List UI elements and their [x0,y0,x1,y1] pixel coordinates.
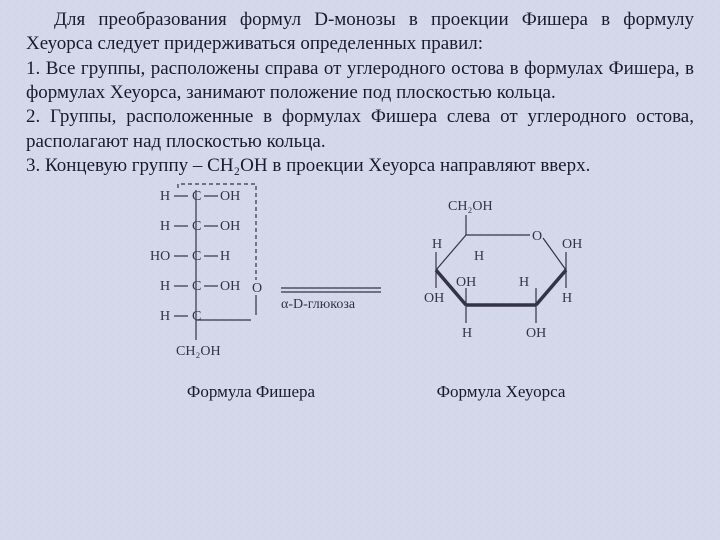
fischer-diagram: O H C OH H [116,180,386,402]
svg-text:H: H [160,219,170,234]
haworth-svg: O CH₂OH H OH H H [386,180,616,380]
svg-text:α-D-глюкоза: α-D-глюкоза [281,297,356,312]
svg-text:OH: OH [220,219,240,234]
fischer-svg: O H C OH H [116,180,386,380]
haworth-diagram: O CH₂OH H OH H H [386,180,616,402]
fischer-caption: Формула Фишера [116,382,386,402]
svg-text:OH: OH [220,279,240,294]
svg-text:OH: OH [456,275,476,290]
svg-text:C: C [192,249,201,264]
svg-text:O: O [252,281,262,296]
svg-text:C: C [192,219,201,234]
intro-paragraph: Для преобразования формул D-монозы в про… [26,8,694,57]
rule-1: 1. Все группы, расположены справа от угл… [26,57,694,106]
svg-text:OH: OH [220,189,240,204]
svg-text:H: H [519,275,529,290]
svg-text:HO: HO [150,249,170,264]
svg-text:OH: OH [424,291,444,306]
svg-text:H: H [432,237,442,252]
svg-text:C: C [192,189,201,204]
svg-text:C: C [192,279,201,294]
diagrams-row: O H C OH H [26,180,694,402]
svg-text:H: H [160,309,170,324]
rule-2: 2. Группы, расположенные в формулах Фише… [26,105,694,154]
svg-text:H: H [474,249,484,264]
fischer-rows: H C OH H C OH HO C [150,189,240,324]
svg-text:CH₂OH: CH₂OH [176,344,221,359]
svg-text:O: O [532,229,542,244]
svg-text:H: H [462,326,472,341]
page-content: Для преобразования формул D-монозы в про… [0,0,720,402]
svg-text:C: C [192,309,201,324]
svg-text:H: H [562,291,572,306]
svg-text:H: H [160,189,170,204]
svg-text:H: H [220,249,230,264]
rule-3: 3. Концевую группу – CH₂OH в проекции Хе… [26,154,694,178]
haworth-caption: Формула Хеуорса [386,382,616,402]
svg-text:H: H [160,279,170,294]
svg-text:CH₂OH: CH₂OH [448,199,493,214]
svg-text:OH: OH [562,237,582,252]
svg-text:OH: OH [526,326,546,341]
